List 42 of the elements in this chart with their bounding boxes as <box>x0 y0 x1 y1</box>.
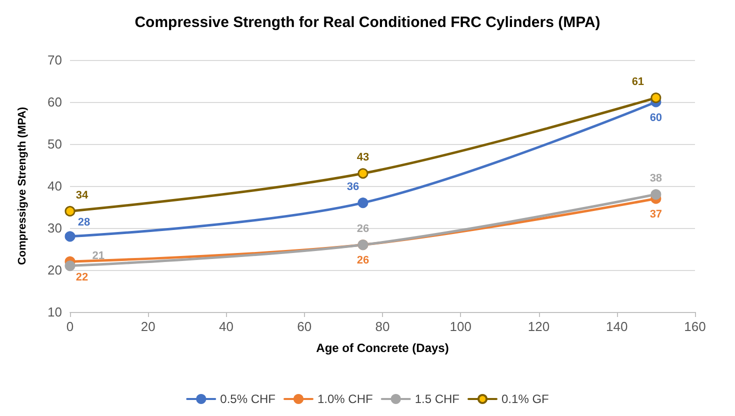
data-label: 22 <box>76 271 88 284</box>
point <box>650 189 662 200</box>
x-tick-label: 20 <box>140 319 156 334</box>
legend-label: 0.5% CHF <box>220 392 276 406</box>
data-label: 43 <box>356 152 370 164</box>
x-tick-label: 140 <box>606 319 628 334</box>
y-tick-label: 50 <box>48 136 62 152</box>
x-axis-title: Age of Concrete (Days) <box>316 341 449 355</box>
point <box>64 231 76 242</box>
data-label: 26 <box>356 254 370 267</box>
legend-label: 1.5 CHF <box>414 392 460 406</box>
x-tick-label: 40 <box>219 319 234 334</box>
x-tick-label: 120 <box>528 319 550 334</box>
y-tick-label: 60 <box>48 94 62 110</box>
y-tick-label: 70 <box>48 52 62 68</box>
point <box>358 168 368 179</box>
y-tick-label: 40 <box>48 178 62 194</box>
y-axis-title: Compressigve Strength (MPA) <box>16 106 28 266</box>
y-tick-label: 10 <box>48 304 62 320</box>
data-label: 60 <box>650 112 662 124</box>
data-label: 34 <box>76 189 89 202</box>
point <box>650 92 662 104</box>
x-tick-label: 100 <box>450 319 472 334</box>
x-tick-label: 60 <box>297 319 312 334</box>
point <box>64 260 76 272</box>
chart-title: Compressive Strength for Real Conditioned FRC Cylinders (MPA) <box>134 14 600 31</box>
data-label: 37 <box>650 208 662 220</box>
point <box>358 198 368 208</box>
x-tick-label: 80 <box>375 319 390 334</box>
x-tick-label: 0 <box>66 319 74 334</box>
data-label: 38 <box>650 172 662 185</box>
legend-label: 0.1% GF <box>502 392 549 406</box>
data-label: 26 <box>356 223 370 236</box>
y-tick-label: 30 <box>48 220 62 236</box>
data-label: 36 <box>346 181 360 194</box>
data-label: 61 <box>632 76 644 88</box>
point <box>64 206 76 216</box>
y-tick-label: 20 <box>48 262 62 278</box>
x-tick-label: 160 <box>684 319 706 334</box>
legend-label: 1.0% CHF <box>317 392 373 406</box>
data-label: 28 <box>78 216 90 229</box>
data-label: 21 <box>92 250 104 262</box>
